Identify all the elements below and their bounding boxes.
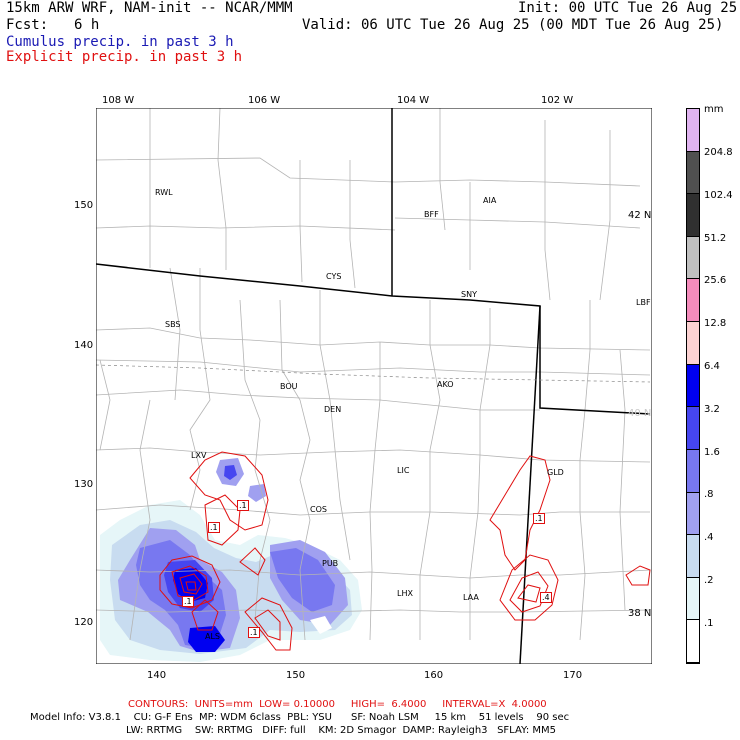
contour-label: .1 <box>248 627 260 638</box>
station-lbf: LBF <box>636 298 651 307</box>
colorbar <box>686 108 700 664</box>
station-bff: BFF <box>424 210 439 219</box>
colorbar-label: 12.8 <box>704 318 727 329</box>
colorbar-segment <box>687 535 699 578</box>
lon-label-104w: 104 W <box>397 95 430 106</box>
x-tick-140: 140 <box>147 670 167 681</box>
colorbar-label: 1.6 <box>704 447 720 458</box>
model-info-line-1: Model Info: V3.8.1 CU: G-F Ens MP: WDM 6… <box>30 712 570 723</box>
colorbar-label: 6.4 <box>704 361 720 372</box>
station-lxv: LXV <box>191 451 207 460</box>
lon-label-108w: 108 W <box>102 95 135 106</box>
state-borders <box>96 108 651 664</box>
station-cys: CYS <box>326 272 342 281</box>
y-tick-140: 140 <box>74 340 94 351</box>
station-rwl: RWL <box>155 188 173 197</box>
station-den: DEN <box>324 405 342 414</box>
contour-label: .1 <box>237 500 249 511</box>
station-laa: LAA <box>463 593 479 602</box>
colorbar-label: .8 <box>704 489 714 500</box>
lat-label-42n: 42 N <box>628 210 652 221</box>
colorbar-segment <box>687 151 699 195</box>
colorbar-segment <box>687 279 699 323</box>
colorbar-label: 204.8 <box>704 147 733 158</box>
colorbar-label: .2 <box>704 575 714 586</box>
colorbar-label: 25.6 <box>704 275 727 286</box>
lat-label-38n: 38 N <box>628 608 652 619</box>
colorbar-segment <box>687 236 699 280</box>
fcst-label: Fcst: <box>6 17 49 33</box>
station-gld: GLD <box>547 468 564 477</box>
colorbar-label: 3.2 <box>704 404 720 415</box>
station-cos: COS <box>310 505 327 514</box>
contour-label: .4 <box>540 592 552 603</box>
station-aia: AIA <box>483 196 497 205</box>
model-info-line-2: LW: RRTMG SW: RRTMG DIFF: full KM: 2D Sm… <box>126 725 556 736</box>
colorbar-segment <box>687 620 699 663</box>
colorbar-label: 51.2 <box>704 233 727 244</box>
fcst-value: 6 h <box>74 17 100 33</box>
colorbar-segment <box>687 407 699 450</box>
lon-label-102w: 102 W <box>541 95 574 106</box>
colorbar-segment <box>687 577 699 621</box>
model-title: 15km ARW WRF, NAM-init -- NCAR/MMM <box>6 0 293 16</box>
colorbar-label: .4 <box>704 532 714 543</box>
colorbar-segment <box>687 492 699 536</box>
station-pub: PUB <box>322 559 339 568</box>
station-lhx: LHX <box>397 589 413 598</box>
precip-shading <box>100 458 362 662</box>
contours-info: CONTOURS: UNITS=mm LOW= 0.10000 HIGH= 6.… <box>128 699 547 710</box>
cumulus-legend: Cumulus precip. in past 3 h <box>6 34 234 50</box>
colorbar-label: 102.4 <box>704 190 733 201</box>
x-tick-150: 150 <box>286 670 306 681</box>
contour-label: .1 <box>182 596 194 607</box>
station-sny: SNY <box>461 290 477 299</box>
init-time: Init: 00 UTC Tue 26 Aug 25 <box>518 0 738 16</box>
contour-label: .1 <box>533 513 545 524</box>
colorbar-label: .1 <box>704 618 714 629</box>
lon-label-106w: 106 W <box>248 95 281 106</box>
precip-map <box>96 108 652 664</box>
colorbar-segment <box>687 109 699 152</box>
colorbar-segment <box>687 364 699 408</box>
x-tick-170: 170 <box>563 670 583 681</box>
lat-label-40n: 40 N <box>628 408 652 419</box>
colorbar-segment <box>687 194 699 237</box>
explicit-legend: Explicit precip. in past 3 h <box>6 49 243 65</box>
station-sbs: SBS <box>165 320 181 329</box>
contour-label: .1 <box>208 522 220 533</box>
colorbar-segment <box>687 449 699 493</box>
colorbar-unit: mm <box>704 104 724 115</box>
colorbar-segment <box>687 322 699 365</box>
y-tick-150: 150 <box>74 200 94 211</box>
explicit-contours <box>159 451 651 651</box>
x-tick-160: 160 <box>424 670 444 681</box>
station-als: ALS <box>205 632 221 641</box>
y-tick-130: 130 <box>74 479 94 490</box>
station-ako: AKO <box>437 380 454 389</box>
station-lic: LIC <box>397 466 410 475</box>
valid-time: Valid: 06 UTC Tue 26 Aug 25 (00 MDT Tue … <box>302 17 724 33</box>
station-bou: BOU <box>280 382 298 391</box>
y-tick-120: 120 <box>74 617 94 628</box>
